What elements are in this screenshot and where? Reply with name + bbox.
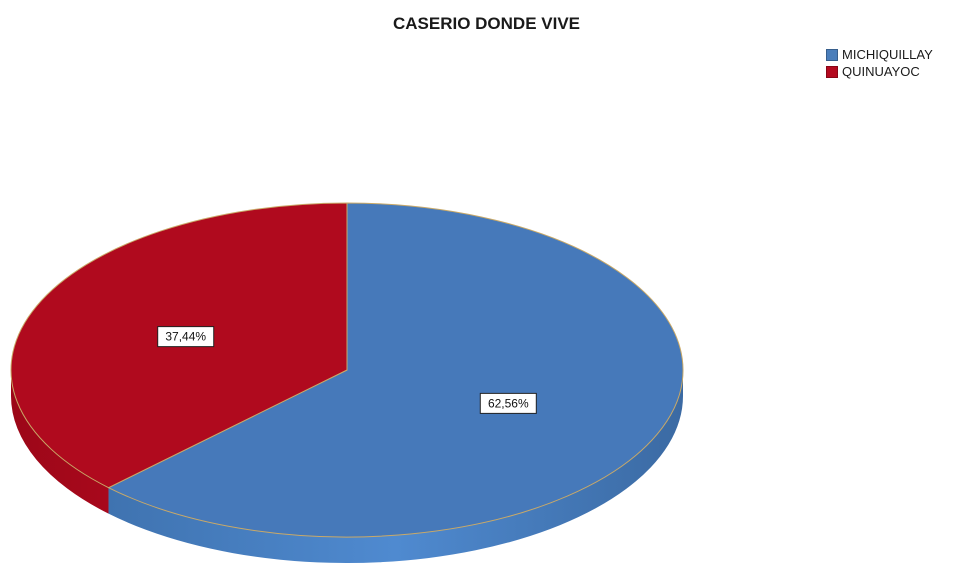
legend-item-michiquillay: MICHIQUILLAY	[826, 46, 933, 63]
data-label-text: 37,44%	[165, 330, 206, 344]
legend-swatch-quinuayoc	[826, 65, 838, 78]
legend-swatch-michiquillay	[826, 48, 838, 61]
legend: MICHIQUILLAY QUINUAYOC	[826, 46, 933, 80]
pie-side-quinuayoc	[11, 370, 109, 514]
legend-label-michiquillay: MICHIQUILLAY	[842, 47, 933, 62]
data-label-box	[157, 326, 215, 348]
legend-label-quinuayoc: QUINUAYOC	[842, 64, 920, 79]
data-label-box	[479, 392, 537, 414]
pie-slice-michiquillay	[108, 202, 684, 538]
pie-side-michiquillay	[108, 370, 683, 563]
data-label-michiquillay: 62,56%	[479, 392, 537, 414]
pie-labels: 62,56% 37,44%	[157, 326, 537, 414]
pie-sides	[11, 370, 683, 563]
chart-title: CASERIO DONDE VIVE	[392, 14, 581, 33]
pie-tops	[10, 202, 684, 538]
legend-item-quinuayoc: QUINUAYOC	[826, 63, 933, 80]
data-label-quinuayoc: 37,44%	[157, 326, 215, 348]
data-label-text: 62,56%	[488, 396, 529, 410]
